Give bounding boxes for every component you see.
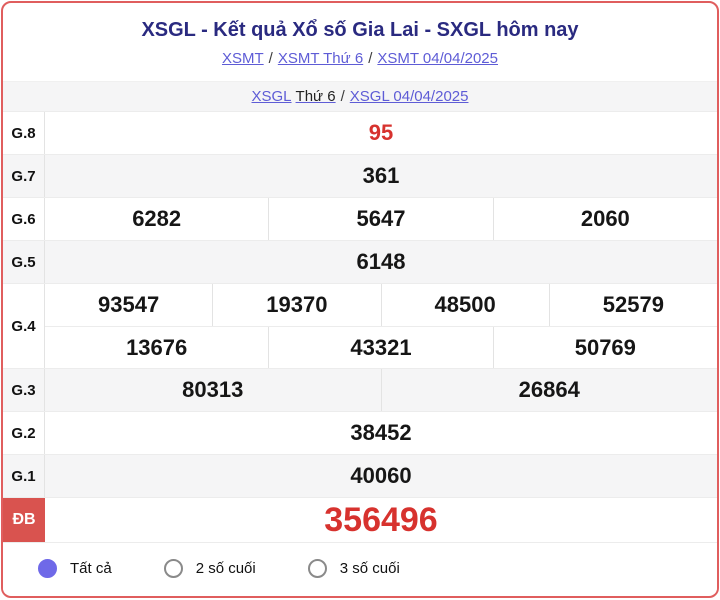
breadcrumb-separator: /	[368, 50, 373, 67]
prize-number-row: 13676 43321 50769	[45, 326, 717, 368]
results-table: G.8 95 G.7 361 G.6 6282 5647 2060 G.5 6148 G.4 9354…	[3, 112, 717, 543]
filter-label: 2 số cuối	[195, 560, 256, 577]
prize-number: 6148	[356, 249, 406, 274]
filter-label: Tất cả	[70, 560, 112, 577]
filter-option-tat-ca[interactable]: Tất cả	[38, 559, 112, 578]
prize-label: G.5	[3, 241, 45, 283]
prize-number: 361	[362, 163, 400, 188]
prize-label: G.6	[3, 198, 45, 240]
breadcrumb-link-part-thu6: Thứ 6	[295, 88, 336, 105]
prize-numbers: 361	[45, 155, 717, 197]
prize-row-g-2: G.2 38452	[3, 412, 717, 455]
prize-number: 5647	[268, 198, 492, 240]
prize-number-row: 80313 26864	[45, 369, 717, 411]
radio-icon[interactable]	[307, 559, 327, 578]
breadcrumb-link-xsgl-date[interactable]: XSGL 04/04/2025	[349, 88, 469, 105]
prize-number: 13676	[126, 334, 188, 360]
prize-number: 43321	[268, 327, 492, 368]
prize-numbers: 38452	[45, 412, 717, 454]
prize-numbers: 6282 5647 2060	[45, 198, 717, 240]
filter-bar: Tất cả 2 số cuối 3 số cuối	[3, 543, 717, 594]
prize-label: G.2	[3, 412, 45, 454]
prize-numbers: 356496	[45, 498, 717, 542]
prize-numbers: 40060	[45, 455, 717, 497]
prize-row-g-5: G.5 6148	[3, 241, 717, 284]
prize-number-row: 40060	[45, 455, 717, 497]
prize-number: 93547	[98, 292, 160, 317]
prize-number: 38452	[350, 420, 412, 445]
breadcrumb-link-xsmt-date[interactable]: XSMT 04/04/2025	[377, 50, 498, 67]
prize-label: G.4	[3, 284, 45, 368]
prize-numbers: 6148	[45, 241, 717, 283]
prize-number-row: 361	[45, 155, 717, 197]
prize-label: G.8	[3, 112, 45, 154]
prize-number: 48500	[380, 284, 549, 326]
prize-number-row: 38452	[45, 412, 717, 454]
header: XSGL - Kết quả Xổ số Gia Lai - SXGL hôm …	[3, 3, 717, 81]
prize-row-g-7: G.7 361	[3, 155, 717, 198]
prize-label: G.3	[3, 369, 45, 411]
sub-breadcrumb: XSGL Thứ 6/XSGL 04/04/2025	[3, 81, 717, 112]
prize-number: 40060	[350, 463, 412, 488]
prize-numbers: 80313 26864	[45, 369, 717, 411]
prize-number-row: 6148	[45, 241, 717, 283]
prize-number: 52579	[548, 284, 717, 326]
breadcrumb-separator: /	[268, 50, 273, 67]
breadcrumb-separator: /	[340, 88, 345, 105]
prize-row-db: ĐB 356496	[3, 498, 717, 543]
prize-row-g-1: G.1 40060	[3, 455, 717, 498]
prize-number-row: 93547 19370 48500 52579	[45, 284, 717, 326]
prize-numbers: 93547 19370 48500 52579 13676 43321 50769	[45, 284, 717, 368]
prize-label: G.7	[3, 155, 45, 197]
prize-number: 2060	[492, 198, 717, 240]
filter-option-2-so-cuoi[interactable]: 2 số cuối	[163, 559, 256, 578]
radio-icon[interactable]	[38, 559, 57, 578]
breadcrumb-link-xsmt[interactable]: XSMT	[221, 50, 264, 67]
prize-row-g-4: G.4 93547 19370 48500 52579 13676 43321 50769	[3, 284, 717, 369]
radio-icon[interactable]	[163, 559, 183, 578]
prize-number: 19370	[212, 284, 380, 326]
filter-label: 3 số cuối	[339, 560, 400, 577]
prize-number: 80313	[182, 377, 244, 402]
breadcrumb-link-xsgl-thu6[interactable]: XSGL Thứ 6	[252, 88, 336, 105]
prize-number: 6282	[132, 206, 182, 231]
prize-row-g-3: G.3 80313 26864	[3, 369, 717, 412]
prize-number-row: 356496	[45, 498, 717, 542]
prize-number: 50769	[492, 327, 717, 368]
breadcrumb: XSMT / XSMT Thứ 6/XSMT 04/04/2025	[3, 50, 717, 81]
prize-label: ĐB	[3, 498, 45, 542]
prize-number-row: 6282 5647 2060	[45, 198, 717, 240]
page-title: XSGL - Kết quả Xổ số Gia Lai - SXGL hôm …	[141, 19, 579, 41]
prize-number: 95	[368, 120, 394, 145]
filter-option-3-so-cuoi[interactable]: 3 số cuối	[307, 559, 400, 578]
prize-number: 26864	[380, 369, 718, 411]
prize-numbers: 95	[45, 112, 717, 154]
prize-label: G.1	[3, 455, 45, 497]
prize-row-g-8: G.8 95	[3, 112, 717, 155]
prize-number-row: 95	[45, 112, 717, 154]
breadcrumb-link-part-xsgl: XSGL	[251, 88, 292, 105]
prize-number: 356496	[324, 500, 438, 539]
prize-row-g-6: G.6 6282 5647 2060	[3, 198, 717, 241]
breadcrumb-link-xsmt-thu6[interactable]: XSMT Thứ 6	[277, 50, 364, 67]
